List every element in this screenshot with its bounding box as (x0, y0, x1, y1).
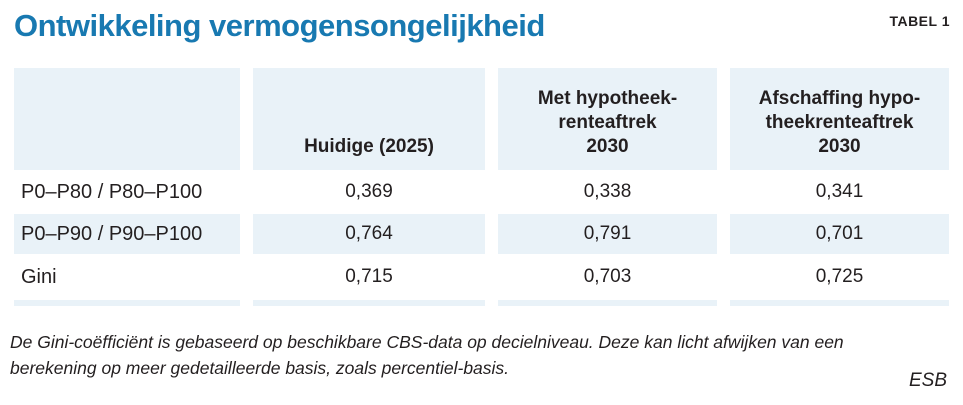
header-line: renteaftrek (558, 112, 657, 133)
header-line: 2030 (586, 136, 629, 157)
header-line: Met hypotheek- (537, 88, 678, 109)
cell-p0p90-huidige: 0,764 (253, 214, 485, 254)
header-cell-met-hypotheekrenteaftrek-2030: Met hypotheek- renteaftrek 2030 (498, 68, 717, 170)
figure-title: Ontwikkeling vermogensongelijkheid (14, 8, 545, 43)
row-label-p0-p80: P0–P80 / P80–P100 (21, 180, 203, 203)
cell-gini-huidige: 0,715 (345, 266, 393, 287)
cell-p0p90-met-hra: 0,791 (498, 214, 717, 254)
data-table: Huidige (2025) Met hypotheek- renteaftre… (14, 68, 949, 306)
header-line: 2030 (818, 136, 861, 157)
table-bottom-bar (14, 300, 240, 306)
header-cell-empty (14, 68, 240, 170)
header-cell-huidige-2025: Huidige (2025) (253, 68, 485, 170)
row-label-p0-p90: P0–P90 / P90–P100 (14, 214, 240, 254)
cell-gini-met-hra: 0,703 (583, 266, 632, 287)
source-label: ESB (908, 370, 947, 391)
row-label-gini: Gini (21, 265, 57, 288)
header-line: Afschaffing hypo- (758, 88, 921, 109)
table-bottom-bar (498, 300, 717, 306)
header-line: theekrenteaftrek (765, 112, 914, 133)
cell-p0p80-met-hra: 0,338 (583, 181, 632, 202)
cell-gini-afschaffing-hra: 0,725 (815, 266, 864, 287)
cell-p0p90-afschaffing-hra: 0,701 (730, 214, 949, 254)
table-bottom-bar (253, 300, 485, 306)
footnote: De Gini-coëfficiënt is gebaseerd op besc… (10, 332, 844, 378)
header-line: Huidige (2025) (304, 136, 434, 157)
cell-p0p80-huidige: 0,369 (345, 181, 393, 202)
header-cell-afschaffing-hypotheekrenteaftrek-2030: Afschaffing hypo- theekrenteaftrek 2030 (730, 68, 949, 170)
table-number-label: TABEL 1 (889, 13, 950, 29)
table-bottom-bar (730, 300, 949, 306)
cell-p0p80-afschaffing-hra: 0,341 (815, 181, 864, 202)
